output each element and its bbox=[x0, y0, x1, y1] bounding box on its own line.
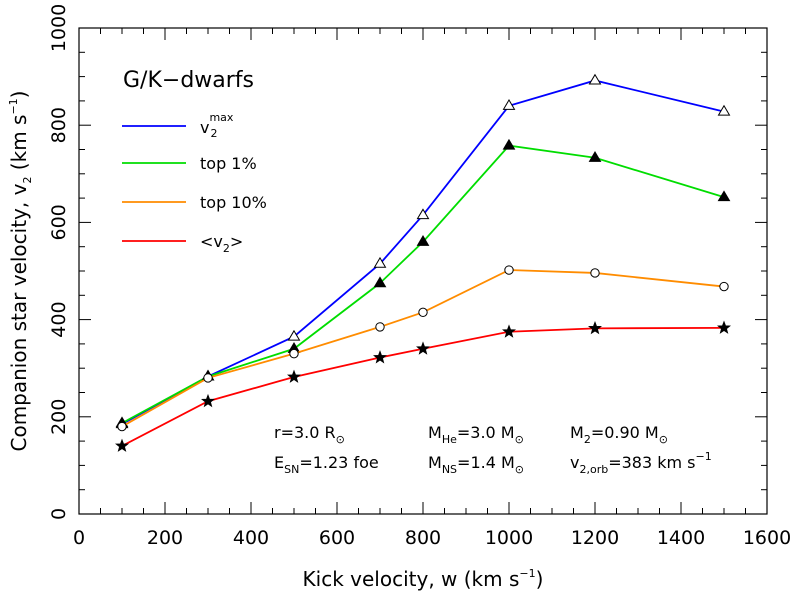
data-point-v2max bbox=[416, 208, 430, 220]
series-top10 bbox=[117, 265, 729, 432]
series-group bbox=[115, 73, 731, 452]
data-point-mean bbox=[502, 324, 516, 338]
y-tick-label: 800 bbox=[48, 107, 70, 143]
y-tick-label: 400 bbox=[48, 301, 70, 337]
legend: vmax 2 top 1% top 10% <v2> bbox=[122, 111, 267, 255]
x-tick-label: 200 bbox=[147, 527, 183, 549]
x-tick-label: 1200 bbox=[571, 527, 619, 549]
data-point-top1 bbox=[502, 138, 516, 150]
legend-label-mean: <v2> bbox=[200, 232, 243, 255]
series-line-v2max bbox=[121, 79, 725, 425]
data-point-top1 bbox=[588, 150, 602, 162]
data-point-v2max bbox=[373, 256, 387, 268]
x-tick-label: 1000 bbox=[485, 527, 533, 549]
data-point-top10 bbox=[375, 322, 385, 332]
data-point-top10 bbox=[504, 265, 514, 275]
data-point-top1 bbox=[373, 276, 387, 288]
data-point-mean bbox=[588, 320, 602, 335]
data-point-top10 bbox=[203, 373, 213, 383]
legend-label-top10: top 10% bbox=[200, 193, 267, 212]
data-point-mean bbox=[373, 350, 387, 364]
data-point-top10 bbox=[117, 421, 127, 432]
series-line-top10 bbox=[121, 269, 725, 428]
annotation-mns: MNS=1.4 M⊙ bbox=[428, 453, 524, 476]
y-tick-label: 0 bbox=[48, 508, 70, 520]
x-tick-label: 600 bbox=[319, 527, 355, 549]
annotation-esn: ESN=1.23 foe bbox=[274, 453, 379, 476]
x-tick-label: 1600 bbox=[743, 527, 791, 549]
data-point-mean bbox=[115, 438, 129, 452]
y-tick-label: 200 bbox=[48, 399, 70, 435]
y-tick-label: 600 bbox=[48, 204, 70, 240]
x-tick-label: 400 bbox=[233, 527, 269, 549]
data-point-top10 bbox=[719, 281, 729, 292]
data-point-top1 bbox=[717, 190, 731, 202]
data-point-v2max bbox=[588, 73, 602, 85]
y-axis-title: Companion star velocity, v2 (km s−1) bbox=[7, 91, 34, 452]
annotation-r: r=3.0 R⊙ bbox=[274, 423, 345, 446]
axis-tick-labels: 0 200 400 600 800 1000 1200 1400 1600 0 200 400 600 8… bbox=[48, 4, 791, 549]
data-point-mean bbox=[287, 369, 301, 383]
data-point-mean bbox=[717, 320, 731, 334]
series-top1 bbox=[115, 138, 731, 428]
data-point-top10 bbox=[289, 348, 299, 359]
x-tick-label: 1400 bbox=[657, 527, 705, 549]
data-point-mean bbox=[416, 341, 430, 355]
data-point-top10 bbox=[418, 307, 428, 318]
data-point-top1 bbox=[416, 235, 430, 246]
legend-label-top1: top 1% bbox=[200, 154, 257, 173]
series-line-top1 bbox=[121, 144, 725, 424]
annotation-m2: M2=0.90 M⊙ bbox=[570, 423, 668, 446]
parameter-annotations: r=3.0 R⊙ MHe=3.0 M⊙ M2=0.90 M⊙ ESN=1.23 … bbox=[274, 423, 712, 476]
series-mean bbox=[115, 320, 731, 452]
annotation-mhe: MHe=3.0 M⊙ bbox=[428, 423, 524, 446]
data-point-v2max bbox=[287, 329, 301, 341]
data-point-mean bbox=[201, 393, 215, 408]
data-point-v2max bbox=[717, 104, 731, 116]
x-axis-title: Kick velocity, w (km s−1) bbox=[303, 567, 544, 591]
data-point-v2max bbox=[502, 98, 516, 110]
axis-ticks bbox=[78, 27, 768, 515]
x-tick-label: 0 bbox=[73, 527, 85, 549]
chart-title: G/K−dwarfs bbox=[123, 68, 254, 93]
y-tick-label: 1000 bbox=[48, 4, 70, 52]
data-point-top10 bbox=[590, 268, 600, 278]
x-tick-label: 800 bbox=[405, 527, 441, 549]
annotation-v2orb: v2,orb=383 km s−1 bbox=[570, 450, 712, 476]
legend-label-v2max: vmax 2 bbox=[200, 111, 234, 140]
series-line-mean bbox=[121, 326, 725, 447]
